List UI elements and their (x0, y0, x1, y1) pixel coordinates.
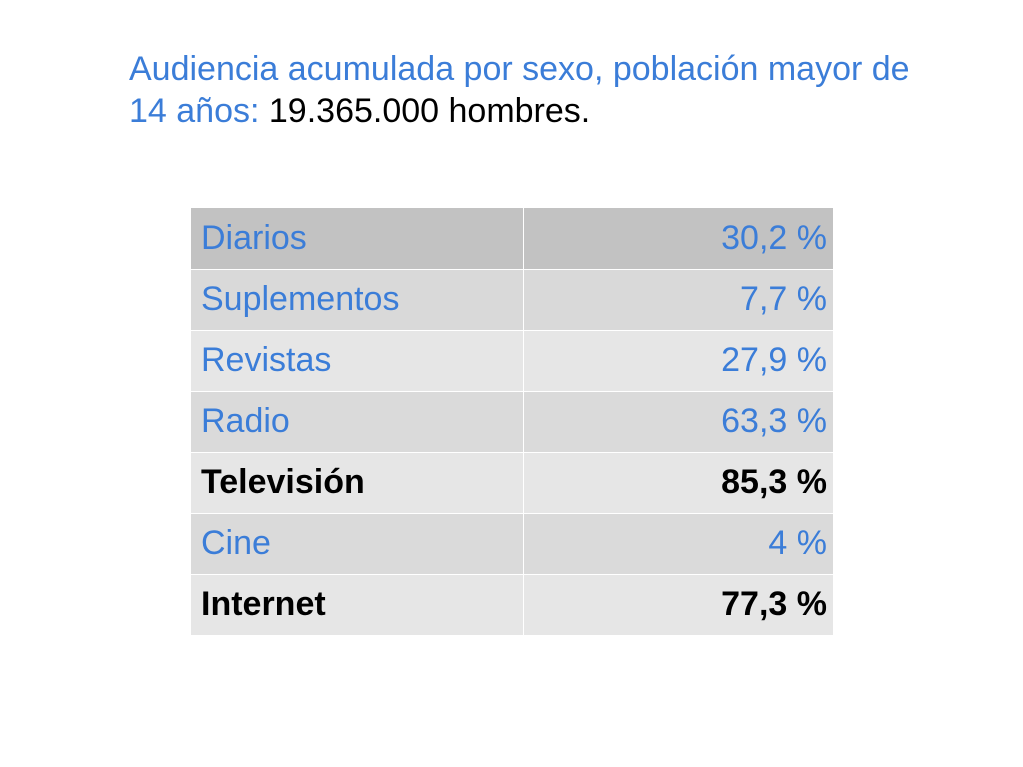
row-value: 27,9 % (523, 330, 833, 392)
title-highlight: 19.365.000 hombres. (268, 92, 591, 130)
table-row-revistas: Revistas 27,9 % (191, 330, 833, 392)
audience-table: Diarios 30,2 % Suplementos 7,7 % Revista… (191, 208, 833, 636)
row-value: 85,3 % (523, 452, 833, 514)
row-label: Diarios (191, 208, 524, 270)
table-row-cine: Cine 4 % (191, 513, 833, 575)
table-row-internet: Internet 77,3 % (191, 574, 833, 636)
row-label: Internet (191, 574, 524, 636)
slide-title: Audiencia acumulada por sexo, población … (129, 48, 949, 132)
row-label: Revistas (191, 330, 524, 392)
table-row-radio: Radio 63,3 % (191, 391, 833, 453)
table-row-suplementos: Suplementos 7,7 % (191, 269, 833, 331)
row-value: 77,3 % (523, 574, 833, 636)
row-value: 30,2 % (523, 208, 833, 270)
row-value: 4 % (523, 513, 833, 575)
table-row-television: Televisión 85,3 % (191, 452, 833, 514)
row-label: Radio (191, 391, 524, 453)
row-value: 7,7 % (523, 269, 833, 331)
row-label: Suplementos (191, 269, 524, 331)
title-prefix: Audiencia acumulada por sexo, población … (129, 50, 910, 130)
table-row-diarios: Diarios 30,2 % (191, 208, 833, 270)
row-label: Cine (191, 513, 524, 575)
row-label: Televisión (191, 452, 524, 514)
row-value: 63,3 % (523, 391, 833, 453)
